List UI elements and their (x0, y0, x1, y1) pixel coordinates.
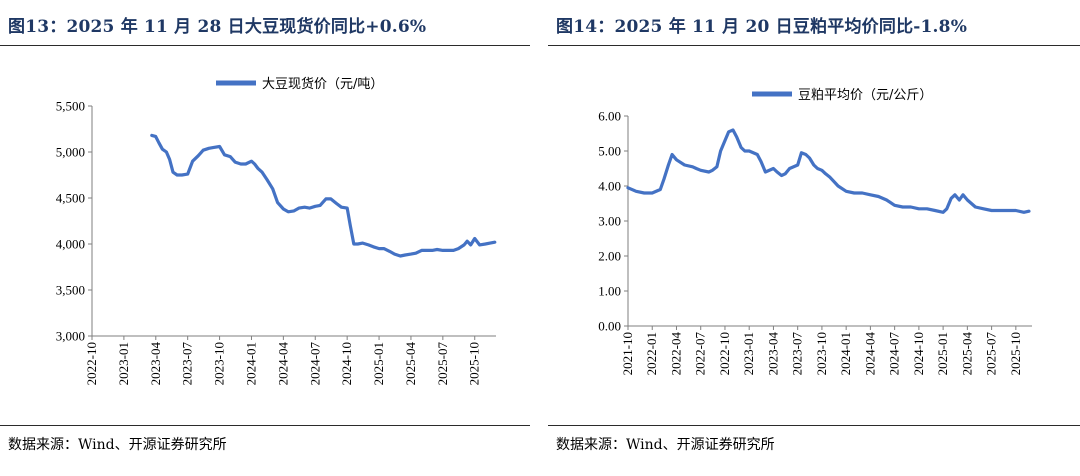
x-tick-label: 2024-01 (243, 342, 258, 385)
x-tick-label: 2024-04 (862, 332, 877, 376)
x-tick-label: 2025-04 (959, 332, 974, 376)
x-tick-label: 2024-01 (838, 332, 853, 375)
x-tick-label: 2023-10 (814, 332, 829, 375)
source-divider (548, 425, 1080, 426)
soybean-spot-price-chart: 大豆现货价（元/吨） 3,000 3,500 4,000 4,500 5,000 5,500… (56, 76, 497, 386)
x-tick-label: 2025-07 (984, 332, 999, 376)
series-line (626, 128, 1031, 214)
y-tick-label: 5.00 (598, 144, 621, 159)
x-tick-label: 2025-10 (1008, 332, 1023, 375)
x-tick-label: 2023-10 (212, 342, 227, 385)
y-tick-label: 4,500 (56, 191, 85, 206)
x-tick-label: 2024-10 (339, 342, 354, 385)
y-tick-label: 6.00 (598, 109, 621, 124)
x-tick-label: 2021-10 (620, 332, 635, 375)
x-tick-label: 2022-10 (717, 332, 732, 375)
title-divider (0, 45, 530, 46)
chart-panel-soymeal: 图14：2025 年 11 月 20 日豆粕平均价同比-1.8% 豆粕平均价（元… (548, 0, 1080, 476)
y-tick-label: 4.00 (598, 179, 621, 194)
figure-title: 图13：2025 年 11 月 28 日大豆现货价同比+0.6% (8, 17, 427, 37)
y-tick-label: 1.00 (598, 284, 621, 299)
x-tick-label: 2023-07 (790, 332, 805, 376)
x-tick-label: 2025-07 (435, 342, 450, 386)
x-tick-label: 2025-04 (403, 342, 418, 386)
x-tick-label: 2023-01 (116, 342, 131, 385)
y-tick-label: 5,000 (56, 145, 85, 160)
x-tick-label: 2025-10 (467, 342, 482, 385)
chart-panel-soybean: 图13：2025 年 11 月 28 日大豆现货价同比+0.6% 大豆现货价（元… (0, 0, 530, 476)
y-tick-label: 3.00 (598, 214, 621, 229)
data-source-note: 数据来源：Wind、开源证券研究所 (8, 437, 227, 453)
y-tick-label: 0.00 (598, 319, 621, 334)
x-tick-label: 2025-01 (371, 342, 386, 385)
legend-label: 大豆现货价（元/吨） (262, 76, 383, 92)
y-tick-label: 3,500 (56, 283, 85, 298)
x-tick-label: 2025-01 (935, 332, 950, 375)
x-tick-label: 2023-01 (741, 332, 756, 375)
legend-label: 豆粕平均价（元/公斤） (798, 88, 932, 103)
figure-title: 图14：2025 年 11 月 20 日豆粕平均价同比-1.8% (556, 17, 968, 37)
x-tick-label: 2022-10 (84, 342, 99, 385)
x-tick-label: 2022-07 (693, 332, 708, 376)
y-tick-label: 5,500 (56, 99, 85, 114)
x-tick-label: 2022-04 (668, 332, 683, 376)
x-tick-label: 2022-01 (644, 332, 659, 375)
x-tick-label: 2024-04 (275, 342, 290, 386)
title-divider (548, 45, 1080, 46)
source-divider (0, 425, 530, 426)
soymeal-average-price-chart: 豆粕平均价（元/公斤） 0.00 1.00 2.00 3.00 4.00 5.00 6.00 2… (598, 88, 1032, 376)
y-tick-label: 4,000 (56, 237, 85, 252)
y-tick-label: 3,000 (56, 329, 85, 344)
x-tick-label: 2023-04 (148, 342, 163, 386)
x-tick-label: 2023-04 (765, 332, 780, 376)
x-tick-label: 2023-07 (180, 342, 195, 386)
x-tick-label: 2024-07 (307, 342, 322, 386)
series-line (150, 133, 497, 258)
x-tick-label: 2024-07 (887, 332, 902, 376)
data-source-note: 数据来源：Wind、开源证券研究所 (556, 437, 775, 453)
y-tick-label: 2.00 (598, 249, 621, 264)
x-tick-label: 2024-10 (911, 332, 926, 375)
